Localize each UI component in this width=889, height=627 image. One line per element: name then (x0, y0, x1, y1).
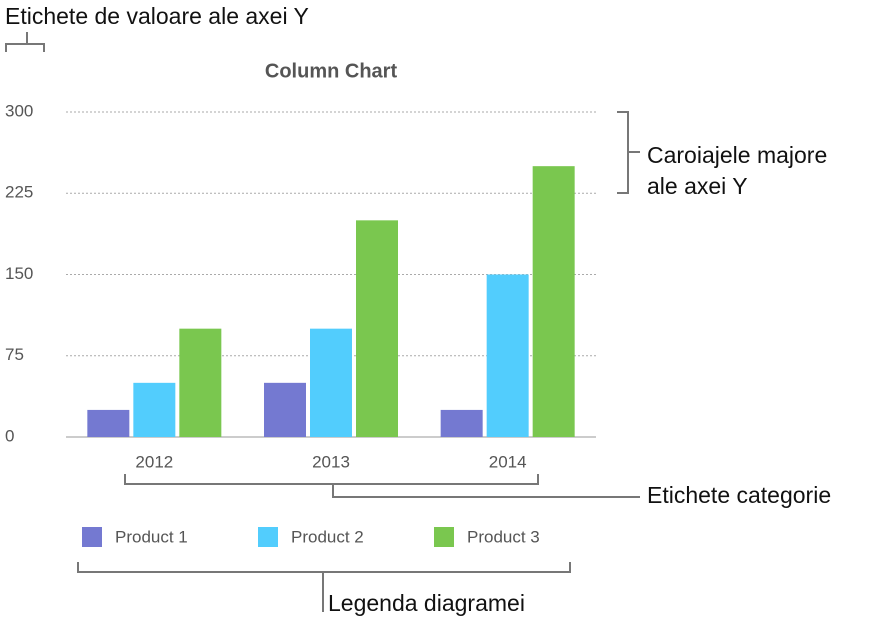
legend-swatch (82, 527, 102, 547)
bracket (124, 474, 640, 498)
bracket (617, 111, 640, 194)
legend-swatch (434, 527, 454, 547)
x-tick-label: 2013 (312, 452, 350, 471)
bar (133, 382, 176, 437)
bracket (77, 562, 571, 612)
bar (310, 328, 352, 437)
bar (532, 166, 575, 437)
bracket (5, 32, 45, 52)
bar (264, 382, 306, 437)
chart-title: Column Chart (265, 60, 398, 82)
bar (179, 328, 222, 437)
legend-swatch (258, 527, 278, 547)
y-tick-label: 0 (5, 426, 14, 445)
bar (486, 274, 529, 437)
y-tick-label: 75 (5, 345, 24, 364)
y-tick-label: 225 (5, 183, 33, 202)
bar (440, 409, 483, 437)
x-tick-label: 2014 (489, 452, 527, 471)
legend-label: Product 2 (291, 527, 364, 546)
legend-label: Product 3 (467, 527, 540, 546)
annotation: Caroiajele majore (647, 142, 827, 168)
bar (87, 409, 130, 437)
annotation: Etichete de valoare ale axei Y (5, 3, 309, 29)
annotation: Legenda diagramei (328, 590, 525, 616)
legend-label: Product 1 (115, 527, 188, 546)
annotation: Etichete categorie (647, 482, 831, 508)
x-tick-label: 2012 (135, 452, 173, 471)
y-tick-label: 150 (5, 264, 33, 283)
annotation: ale axei Y (647, 173, 748, 199)
bar (356, 220, 398, 437)
y-tick-label: 300 (5, 101, 33, 120)
